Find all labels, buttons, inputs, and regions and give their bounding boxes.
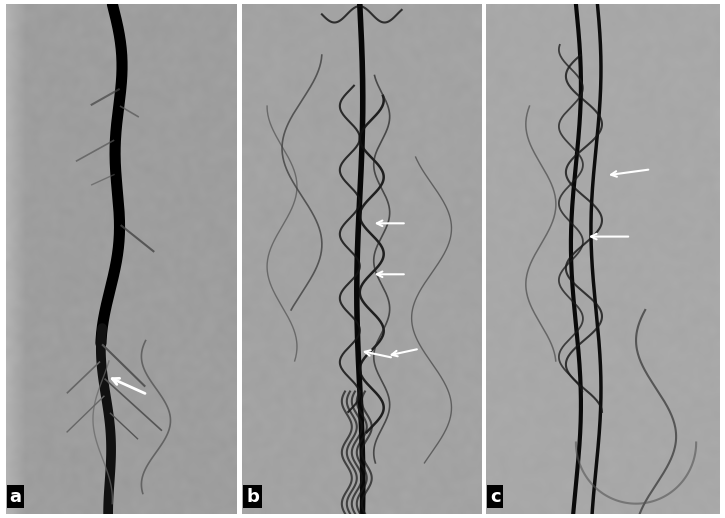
Text: c: c [490,488,500,506]
Text: b: b [247,488,259,506]
Text: a: a [9,488,22,506]
